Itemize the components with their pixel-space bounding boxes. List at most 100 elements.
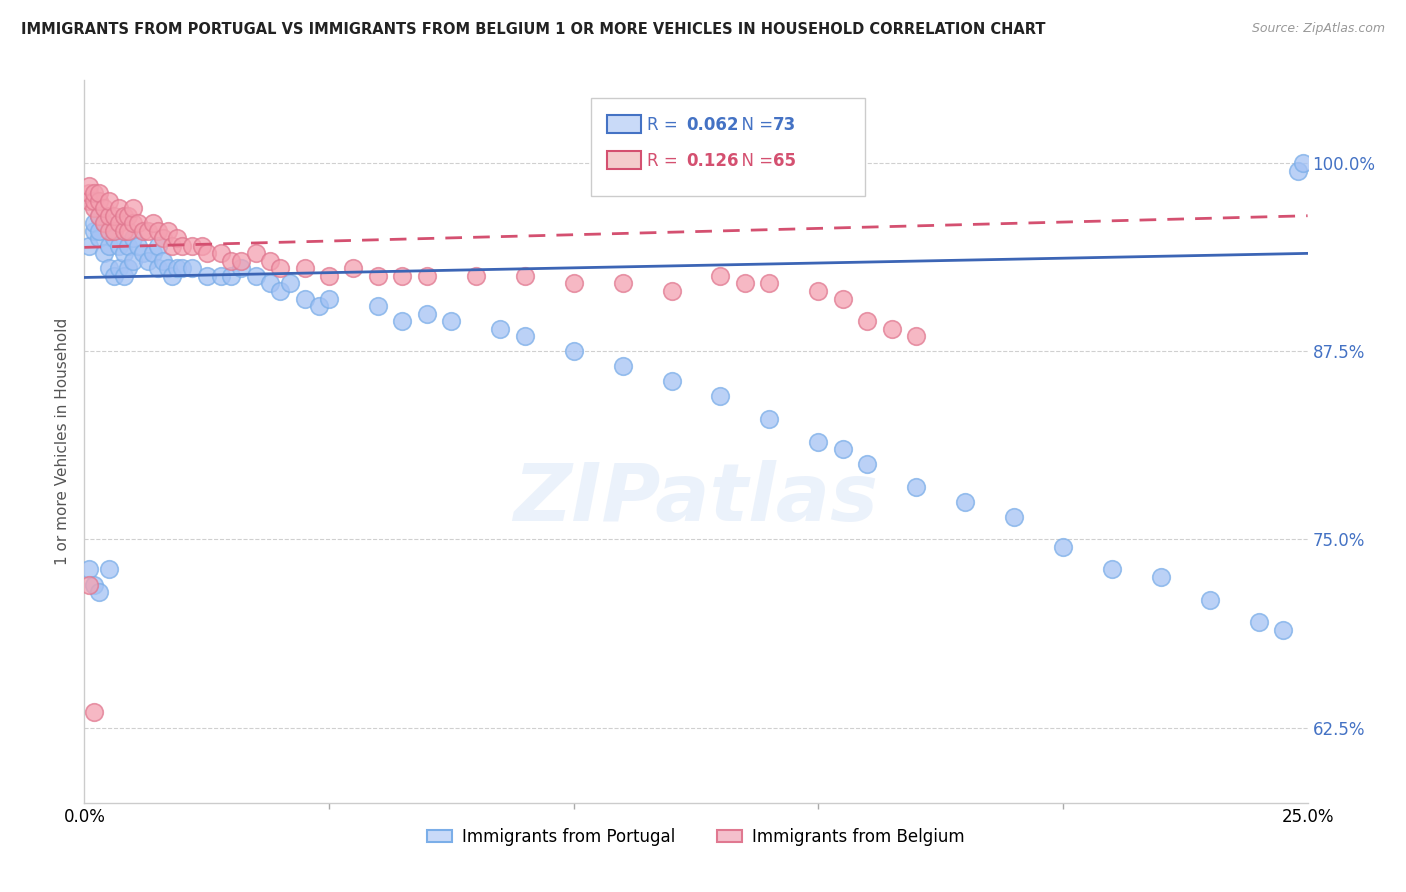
Point: [132, 246, 155, 260]
Point: [127, 216, 149, 230]
Point: [195, 246, 218, 260]
Point: [734, 277, 756, 291]
Point: [112, 224, 135, 238]
Point: [831, 292, 853, 306]
Point: [758, 412, 780, 426]
Text: N =: N =: [731, 116, 779, 134]
Point: [103, 209, 125, 223]
Point: [259, 253, 281, 268]
Point: [87, 209, 110, 223]
Point: [856, 457, 879, 471]
Point: [181, 239, 204, 253]
Point: [172, 239, 194, 253]
Point: [107, 201, 129, 215]
Point: [93, 216, 115, 230]
Point: [1292, 156, 1315, 170]
Point: [661, 375, 683, 389]
Point: [489, 321, 512, 335]
Point: [259, 277, 281, 291]
Point: [127, 239, 149, 253]
Point: [612, 359, 634, 374]
Point: [166, 261, 188, 276]
Point: [152, 253, 174, 268]
Point: [122, 216, 145, 230]
Point: [87, 224, 110, 238]
Point: [294, 292, 316, 306]
Point: [831, 442, 853, 456]
Point: [146, 239, 169, 253]
Point: [807, 434, 830, 449]
Point: [661, 284, 683, 298]
Point: [77, 577, 100, 591]
Point: [219, 268, 242, 283]
Text: R =: R =: [647, 152, 683, 169]
Point: [142, 216, 165, 230]
Point: [136, 253, 159, 268]
Point: [97, 239, 120, 253]
Point: [83, 194, 105, 208]
Point: [1101, 562, 1123, 576]
Point: [156, 224, 179, 238]
Point: [117, 209, 139, 223]
Point: [93, 246, 115, 260]
Point: [209, 246, 232, 260]
Point: [342, 261, 364, 276]
Point: [117, 224, 139, 238]
Point: [152, 231, 174, 245]
Point: [513, 329, 536, 343]
Point: [612, 277, 634, 291]
Point: [758, 277, 780, 291]
Point: [709, 268, 731, 283]
Text: 0.062: 0.062: [686, 116, 738, 134]
Point: [132, 224, 155, 238]
Point: [440, 314, 463, 328]
Point: [367, 299, 389, 313]
Point: [709, 389, 731, 403]
Point: [181, 261, 204, 276]
Point: [195, 268, 218, 283]
Point: [278, 277, 301, 291]
Point: [229, 261, 252, 276]
Point: [83, 216, 105, 230]
Point: [87, 231, 110, 245]
Point: [97, 194, 120, 208]
Y-axis label: 1 or more Vehicles in Household: 1 or more Vehicles in Household: [55, 318, 70, 566]
Point: [1272, 623, 1295, 637]
Text: N =: N =: [731, 152, 779, 169]
Point: [93, 216, 115, 230]
Point: [97, 562, 120, 576]
Point: [93, 201, 115, 215]
Point: [117, 261, 139, 276]
Text: ZIPatlas: ZIPatlas: [513, 460, 879, 539]
Point: [77, 186, 100, 201]
Point: [562, 344, 585, 359]
Point: [77, 178, 100, 193]
Point: [318, 292, 340, 306]
Point: [229, 253, 252, 268]
Point: [97, 209, 120, 223]
Point: [905, 329, 928, 343]
Text: 73: 73: [773, 116, 797, 134]
Point: [308, 299, 330, 313]
Point: [1286, 163, 1309, 178]
Point: [112, 246, 135, 260]
Point: [103, 224, 125, 238]
Point: [83, 706, 105, 720]
Text: 65: 65: [773, 152, 796, 169]
Point: [245, 268, 267, 283]
Point: [77, 562, 100, 576]
Point: [117, 239, 139, 253]
Point: [87, 194, 110, 208]
Point: [103, 268, 125, 283]
Point: [83, 201, 105, 215]
Point: [112, 209, 135, 223]
Point: [146, 224, 169, 238]
Point: [172, 261, 194, 276]
Point: [156, 261, 179, 276]
Point: [1150, 570, 1173, 584]
Point: [83, 186, 105, 201]
Point: [83, 577, 105, 591]
Text: 0.126: 0.126: [686, 152, 738, 169]
Point: [562, 277, 585, 291]
Point: [146, 261, 169, 276]
